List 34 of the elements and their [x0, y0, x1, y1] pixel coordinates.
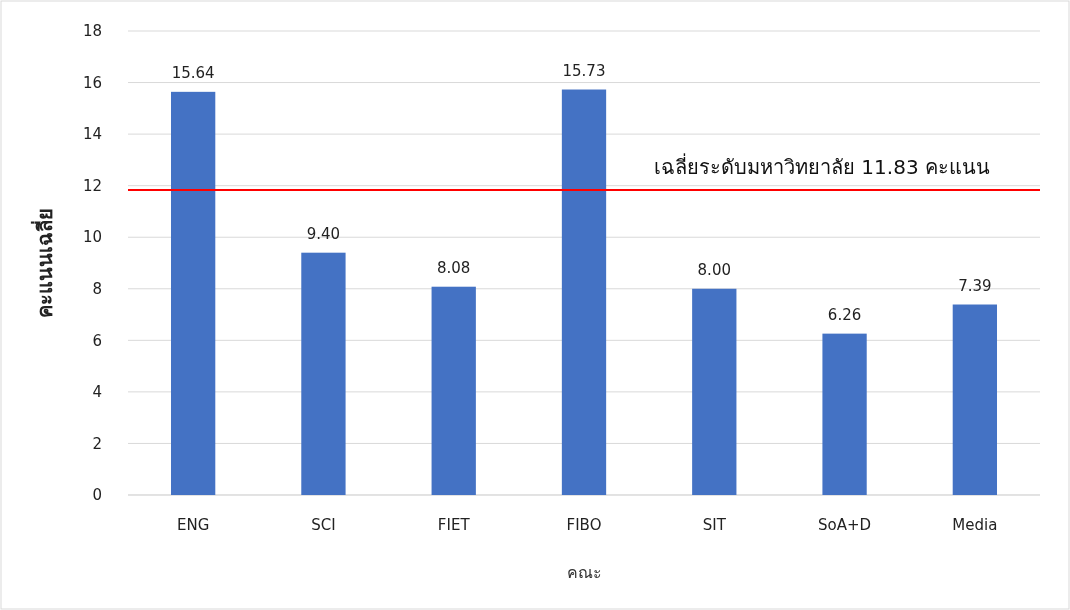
y-tick-label: 10: [82, 228, 102, 247]
x-tick-label: FIET: [437, 516, 471, 534]
data-label: 7.39: [958, 276, 992, 295]
data-label: 8.08: [437, 258, 471, 277]
y-tick-label: 8: [92, 280, 102, 299]
bar: [561, 89, 607, 495]
x-tick-label: ENG: [176, 516, 210, 534]
y-tick-label: 12: [82, 176, 102, 195]
y-axis-title: คะแนนเฉลี่ย: [30, 208, 57, 318]
y-tick-label: 18: [82, 22, 102, 41]
data-label: 15.64: [171, 63, 215, 82]
bar: [170, 91, 216, 495]
bar: [952, 304, 998, 495]
x-axis-title: คณะ: [566, 563, 602, 582]
data-label: 8.00: [697, 260, 731, 279]
bar: [431, 286, 476, 495]
bar: [692, 288, 737, 495]
y-tick-label: 6: [92, 331, 102, 350]
data-label: 6.26: [827, 305, 862, 324]
y-tick-label: 2: [92, 434, 102, 453]
x-tick-label: SIT: [702, 516, 727, 534]
y-tick-label: 14: [82, 125, 102, 144]
x-tick-label: Media: [952, 516, 998, 534]
y-tick-label: 16: [82, 73, 102, 92]
bar: [822, 333, 867, 495]
data-label: 15.73: [562, 61, 606, 80]
x-tick-label: SCI: [311, 516, 336, 534]
y-tick-label: 0: [92, 486, 102, 505]
data-label: 9.40: [306, 224, 341, 243]
x-tick-label: FIBO: [566, 516, 602, 534]
ref-line-label: เฉลี่ยระดับมหาวิทยาลัย 11.83 คะแนน: [654, 153, 990, 180]
bar: [301, 252, 346, 495]
x-tick-label: SoA+D: [818, 516, 872, 534]
y-tick-label: 4: [92, 383, 102, 402]
